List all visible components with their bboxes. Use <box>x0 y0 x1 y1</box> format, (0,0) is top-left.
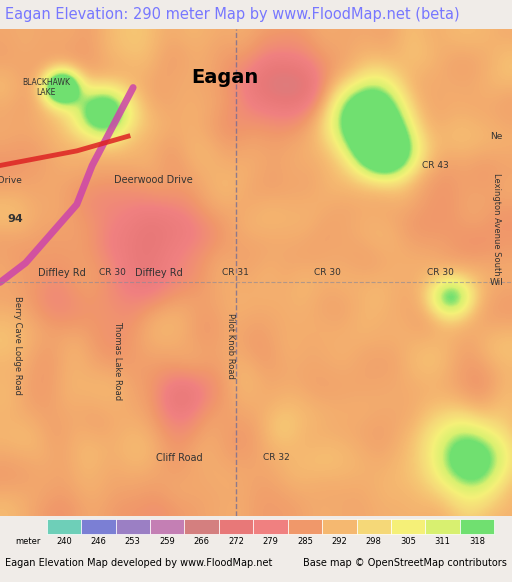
Text: 266: 266 <box>194 537 209 546</box>
Text: Berry Cave Lodge Road: Berry Cave Lodge Road <box>13 296 23 395</box>
Text: Base map © OpenStreetMap contributors: Base map © OpenStreetMap contributors <box>303 558 507 568</box>
FancyBboxPatch shape <box>322 519 356 534</box>
FancyBboxPatch shape <box>253 519 288 534</box>
Text: 305: 305 <box>400 537 416 546</box>
Text: 318: 318 <box>469 537 485 546</box>
FancyBboxPatch shape <box>81 519 116 534</box>
Text: CR 30: CR 30 <box>427 268 454 277</box>
Text: Eagan: Eagan <box>191 68 259 87</box>
Text: Lexington Avenue South: Lexington Avenue South <box>492 173 501 275</box>
Text: 94: 94 <box>8 214 23 224</box>
Text: Ne: Ne <box>490 132 503 141</box>
FancyBboxPatch shape <box>150 519 184 534</box>
Text: 253: 253 <box>125 537 141 546</box>
Text: Diffley Rd: Diffley Rd <box>37 268 86 278</box>
Text: 259: 259 <box>159 537 175 546</box>
Text: ood Drive: ood Drive <box>0 176 22 184</box>
Text: Wil: Wil <box>489 278 504 287</box>
Text: meter: meter <box>15 537 41 546</box>
Text: 292: 292 <box>331 537 347 546</box>
Text: 246: 246 <box>90 537 106 546</box>
FancyBboxPatch shape <box>219 519 253 534</box>
Text: 285: 285 <box>297 537 313 546</box>
Text: 298: 298 <box>366 537 381 546</box>
Text: Eagan Elevation Map developed by www.FloodMap.net: Eagan Elevation Map developed by www.Flo… <box>5 558 272 568</box>
Text: BLACKHAWK
LAKE: BLACKHAWK LAKE <box>22 78 70 97</box>
Text: Thomas Lake Road: Thomas Lake Road <box>113 321 122 400</box>
Text: CR 32: CR 32 <box>263 453 290 462</box>
Text: Eagan Elevation: 290 meter Map by www.FloodMap.net (beta): Eagan Elevation: 290 meter Map by www.Fl… <box>5 7 460 22</box>
Text: 279: 279 <box>263 537 279 546</box>
Text: 311: 311 <box>435 537 451 546</box>
Text: Deerwood Drive: Deerwood Drive <box>114 175 193 185</box>
FancyBboxPatch shape <box>116 519 150 534</box>
Text: 240: 240 <box>56 537 72 546</box>
Text: 272: 272 <box>228 537 244 546</box>
Text: Cliff Road: Cliff Road <box>156 453 203 463</box>
Text: Diffley Rd: Diffley Rd <box>135 268 183 278</box>
FancyBboxPatch shape <box>425 519 460 534</box>
Text: CR 43: CR 43 <box>422 161 449 170</box>
Text: Pilot Knob Road: Pilot Knob Road <box>226 313 235 379</box>
Text: CR 31: CR 31 <box>222 268 249 277</box>
FancyBboxPatch shape <box>356 519 391 534</box>
FancyBboxPatch shape <box>391 519 425 534</box>
FancyBboxPatch shape <box>460 519 494 534</box>
Text: CR 30: CR 30 <box>99 268 126 277</box>
FancyBboxPatch shape <box>47 519 81 534</box>
FancyBboxPatch shape <box>288 519 322 534</box>
FancyBboxPatch shape <box>184 519 219 534</box>
Text: CR 30: CR 30 <box>314 268 341 277</box>
